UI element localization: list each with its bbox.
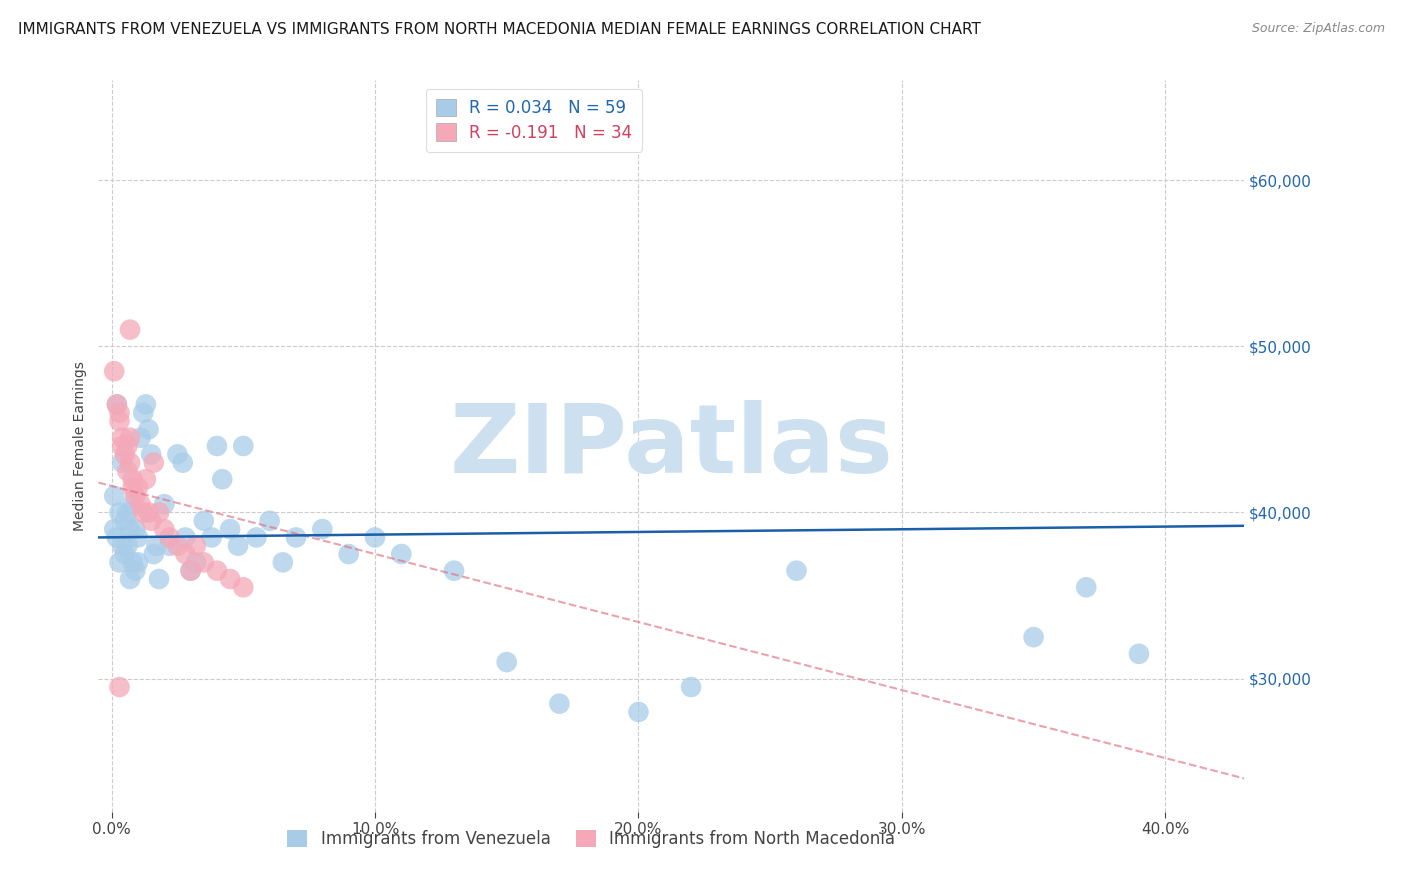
Point — [389, 547, 412, 561]
Point — [135, 397, 157, 411]
Point — [311, 522, 333, 536]
Point — [205, 439, 228, 453]
Point — [285, 530, 308, 544]
Point — [1022, 630, 1045, 644]
Point — [145, 539, 167, 553]
Point — [121, 555, 143, 569]
Point — [111, 439, 134, 453]
Point — [108, 680, 131, 694]
Point — [159, 530, 181, 544]
Point — [117, 539, 139, 553]
Point — [1128, 647, 1150, 661]
Point — [148, 506, 170, 520]
Point — [184, 555, 207, 569]
Point — [127, 530, 149, 544]
Point — [337, 547, 360, 561]
Point — [121, 481, 143, 495]
Point — [117, 464, 139, 478]
Point — [148, 572, 170, 586]
Point — [111, 456, 134, 470]
Point — [105, 397, 128, 411]
Text: IMMIGRANTS FROM VENEZUELA VS IMMIGRANTS FROM NORTH MACEDONIA MEDIAN FEMALE EARNI: IMMIGRANTS FROM VENEZUELA VS IMMIGRANTS … — [18, 22, 981, 37]
Point — [124, 489, 146, 503]
Point — [117, 506, 139, 520]
Point — [127, 481, 149, 495]
Point — [211, 472, 233, 486]
Point — [142, 456, 165, 470]
Point — [153, 522, 176, 536]
Point — [232, 580, 254, 594]
Point — [118, 572, 141, 586]
Point — [121, 472, 143, 486]
Point — [118, 456, 141, 470]
Point — [219, 522, 242, 536]
Point — [271, 555, 294, 569]
Point — [124, 522, 146, 536]
Point — [108, 406, 131, 420]
Point — [627, 705, 650, 719]
Point — [127, 555, 149, 569]
Point — [108, 555, 131, 569]
Point — [174, 530, 197, 544]
Point — [103, 364, 125, 378]
Point — [121, 497, 143, 511]
Point — [174, 547, 197, 561]
Point — [139, 447, 162, 461]
Point — [443, 564, 465, 578]
Point — [124, 564, 146, 578]
Text: Source: ZipAtlas.com: Source: ZipAtlas.com — [1251, 22, 1385, 36]
Point — [118, 431, 141, 445]
Point — [166, 539, 188, 553]
Point — [103, 489, 125, 503]
Point — [364, 530, 387, 544]
Point — [201, 530, 224, 544]
Point — [172, 456, 194, 470]
Point — [108, 506, 131, 520]
Text: ZIPatlas: ZIPatlas — [450, 400, 893, 492]
Point — [117, 439, 139, 453]
Point — [193, 555, 215, 569]
Point — [138, 422, 160, 436]
Point — [205, 564, 228, 578]
Point — [118, 323, 141, 337]
Point — [259, 514, 281, 528]
Point — [681, 680, 703, 694]
Point — [548, 697, 571, 711]
Point — [166, 447, 188, 461]
Point — [139, 514, 162, 528]
Point — [159, 539, 181, 553]
Point — [193, 514, 215, 528]
Point — [184, 539, 207, 553]
Point — [114, 447, 136, 461]
Point — [1076, 580, 1098, 594]
Point — [180, 564, 202, 578]
Point — [138, 506, 160, 520]
Point — [129, 497, 152, 511]
Point — [105, 530, 128, 544]
Point — [108, 414, 131, 428]
Legend: Immigrants from Venezuela, Immigrants from North Macedonia: Immigrants from Venezuela, Immigrants fr… — [281, 823, 901, 855]
Point — [135, 472, 157, 486]
Point — [103, 522, 125, 536]
Point — [114, 547, 136, 561]
Point — [118, 522, 141, 536]
Point — [785, 564, 807, 578]
Point — [495, 655, 517, 669]
Point — [219, 572, 242, 586]
Point — [132, 506, 155, 520]
Y-axis label: Median Female Earnings: Median Female Earnings — [73, 361, 87, 531]
Point — [129, 431, 152, 445]
Point — [111, 431, 134, 445]
Point — [232, 439, 254, 453]
Point — [114, 514, 136, 528]
Point — [111, 539, 134, 553]
Point — [245, 530, 267, 544]
Point — [105, 397, 128, 411]
Point — [142, 547, 165, 561]
Point — [153, 497, 176, 511]
Point — [180, 564, 202, 578]
Point — [226, 539, 249, 553]
Point — [132, 406, 155, 420]
